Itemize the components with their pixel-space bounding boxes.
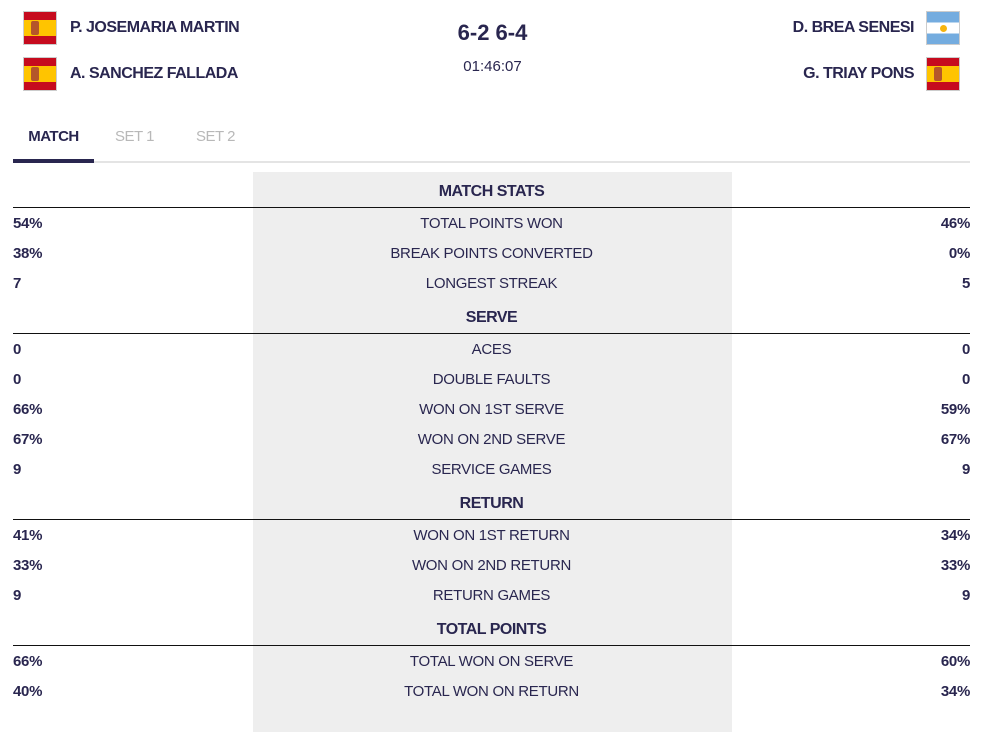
stat-row: 9 RETURN GAMES 9	[13, 580, 970, 610]
team2-value: 46%	[940, 214, 970, 232]
player-row: D. BREA SENESI	[793, 11, 960, 45]
team1-value: 0	[13, 370, 22, 388]
spain-flag-icon	[23, 11, 57, 45]
stat-row: 38% BREAK POINTS CONVERTED 0%	[13, 238, 970, 268]
section-header: TOTAL POINTS	[13, 610, 970, 646]
team2-value: 0	[961, 370, 970, 388]
stat-label: DOUBLE FAULTS	[432, 370, 551, 388]
team1-value: 66%	[13, 400, 43, 418]
stat-label-column-bg	[253, 172, 732, 732]
team1-value: 67%	[13, 430, 43, 448]
argentina-flag-icon	[926, 11, 960, 45]
stat-row: 54% TOTAL POINTS WON 46%	[13, 208, 970, 238]
tab-set-2[interactable]: SET 2	[196, 128, 235, 145]
stat-label: WON ON 2ND RETURN	[411, 556, 572, 574]
stat-row: 0 DOUBLE FAULTS 0	[13, 364, 970, 394]
stat-row: 7 LONGEST STREAK 5	[13, 268, 970, 298]
team2-value: 67%	[940, 430, 970, 448]
stat-row: 66% WON ON 1ST SERVE 59%	[13, 394, 970, 424]
stat-label: TOTAL POINTS WON	[420, 214, 563, 232]
team1-value: 0	[13, 340, 22, 358]
stat-label: TOTAL WON ON SERVE	[409, 652, 574, 670]
team1-value: 54%	[13, 214, 43, 232]
team1-value: 33%	[13, 556, 43, 574]
stat-label: WON ON 1ST RETURN	[413, 526, 570, 544]
team2-value: 34%	[940, 682, 970, 700]
tab-match[interactable]: MATCH	[13, 120, 94, 163]
team2-value: 0%	[948, 244, 970, 262]
team2-value: 33%	[940, 556, 970, 574]
team1-value: 38%	[13, 244, 43, 262]
spain-flag-icon	[926, 57, 960, 91]
stat-row: 66% TOTAL WON ON SERVE 60%	[13, 646, 970, 676]
stat-row: 67% WON ON 2ND SERVE 67%	[13, 424, 970, 454]
team1-value: 40%	[13, 682, 43, 700]
match-duration: 01:46:07	[463, 58, 522, 75]
team2-value: 9	[961, 586, 970, 604]
player-name: A. SANCHEZ FALLADA	[70, 65, 238, 82]
tab-set-1[interactable]: SET 1	[115, 128, 154, 145]
team1-value: 9	[13, 460, 22, 478]
stat-label: BREAK POINTS CONVERTED	[390, 244, 593, 262]
player-name: G. TRIAY PONS	[803, 65, 914, 82]
match-score: 6-2 6-4	[457, 20, 528, 45]
team2-value: 0	[961, 340, 970, 358]
team1-value: 66%	[13, 652, 43, 670]
stats-table: MATCH STATS 54% TOTAL POINTS WON 46% 38% BREA…	[13, 172, 970, 706]
team2-value: 59%	[940, 400, 970, 418]
section-header: SERVE	[13, 298, 970, 334]
stat-row: 9 SERVICE GAMES 9	[13, 454, 970, 484]
stat-label: ACES	[471, 340, 512, 358]
stat-label: WON ON 1ST SERVE	[419, 400, 564, 418]
match-header: P. JOSEMARIA MARTIN A. SANCHEZ FALLADA D…	[0, 0, 985, 120]
stat-row: 0 ACES 0	[13, 334, 970, 364]
stat-label: RETURN GAMES	[432, 586, 551, 604]
team1-value: 9	[13, 586, 22, 604]
player-row: G. TRIAY PONS	[803, 57, 960, 91]
stat-label: WON ON 2ND SERVE	[417, 430, 566, 448]
stat-row: 40% TOTAL WON ON RETURN 34%	[13, 676, 970, 706]
team1-value: 7	[13, 274, 22, 292]
stat-row: 41% WON ON 1ST RETURN 34%	[13, 520, 970, 550]
stat-label: TOTAL WON ON RETURN	[404, 682, 579, 700]
stat-row: 33% WON ON 2ND RETURN 33%	[13, 550, 970, 580]
section-header: MATCH STATS	[13, 172, 970, 208]
section-header: RETURN	[13, 484, 970, 520]
stat-label: SERVICE GAMES	[431, 460, 552, 478]
team2-value: 9	[961, 460, 970, 478]
team2-value: 34%	[940, 526, 970, 544]
player-name: P. JOSEMARIA MARTIN	[70, 19, 240, 36]
team1-value: 41%	[13, 526, 43, 544]
spain-flag-icon	[23, 57, 57, 91]
tab-bar: MATCH SET 1 SET 2	[13, 120, 970, 163]
team2-value: 60%	[940, 652, 970, 670]
player-name: D. BREA SENESI	[792, 19, 915, 36]
stat-label: LONGEST STREAK	[425, 274, 558, 292]
team2-value: 5	[961, 274, 970, 292]
player-row: A. SANCHEZ FALLADA	[23, 57, 238, 91]
player-row: P. JOSEMARIA MARTIN	[23, 11, 240, 45]
